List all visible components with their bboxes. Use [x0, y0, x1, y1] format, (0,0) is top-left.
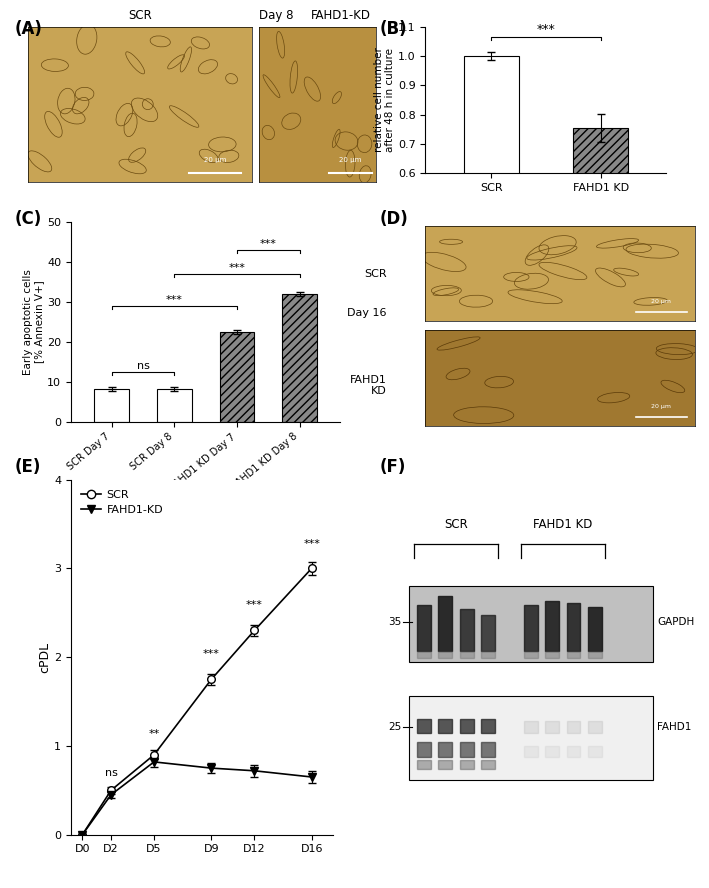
FancyBboxPatch shape: [408, 586, 653, 662]
Text: (E): (E): [14, 458, 40, 476]
Text: ***: ***: [228, 263, 245, 273]
Bar: [481, 651, 495, 657]
Bar: [94, 389, 129, 422]
Bar: [417, 651, 431, 657]
Bar: [460, 651, 474, 657]
Bar: [545, 651, 559, 657]
Text: SCR: SCR: [444, 518, 468, 531]
Bar: [438, 742, 452, 757]
Text: ns: ns: [105, 768, 118, 778]
Bar: [588, 746, 601, 757]
Bar: [566, 746, 580, 757]
Bar: [460, 742, 474, 757]
Bar: [282, 294, 317, 422]
Bar: [464, 56, 518, 349]
Text: ***: ***: [303, 539, 320, 549]
Bar: [566, 603, 580, 651]
Text: (C): (C): [14, 210, 41, 228]
Bar: [588, 721, 601, 733]
Bar: [588, 651, 601, 657]
Bar: [417, 605, 431, 651]
Text: ***: ***: [537, 23, 555, 36]
Bar: [417, 760, 431, 769]
Bar: [524, 746, 537, 757]
Text: (F): (F): [379, 458, 406, 476]
Text: 20 µm: 20 µm: [203, 157, 226, 163]
Bar: [481, 760, 495, 769]
Bar: [157, 390, 191, 422]
Text: 35: 35: [388, 616, 401, 627]
Y-axis label: cPDL: cPDL: [38, 641, 51, 673]
Bar: [220, 332, 254, 422]
Bar: [417, 718, 431, 733]
Bar: [460, 609, 474, 651]
Bar: [574, 128, 628, 349]
Bar: [481, 718, 495, 733]
Bar: [438, 760, 452, 769]
Legend: SCR, FAHD1-KD: SCR, FAHD1-KD: [77, 485, 167, 519]
Text: GAPDH: GAPDH: [657, 616, 694, 627]
Text: 20 µm: 20 µm: [340, 157, 362, 163]
Bar: [524, 605, 537, 651]
Text: ***: ***: [203, 649, 220, 659]
Text: FAHD1-KD: FAHD1-KD: [311, 9, 371, 22]
Bar: [438, 651, 452, 657]
Text: Day 16: Day 16: [347, 307, 386, 318]
Bar: [566, 651, 580, 657]
Text: ***: ***: [259, 239, 277, 249]
Text: (D): (D): [379, 210, 408, 228]
Text: ***: ***: [246, 600, 263, 610]
Bar: [438, 718, 452, 733]
Y-axis label: relative cell number
after 48 h in culture: relative cell number after 48 h in cultu…: [374, 47, 395, 153]
Bar: [545, 600, 559, 651]
Bar: [524, 651, 537, 657]
Text: FAHD1
KD: FAHD1 KD: [350, 375, 386, 396]
Text: 20 µm: 20 µm: [651, 299, 671, 305]
Text: FAHD1 KD: FAHD1 KD: [533, 518, 593, 531]
Bar: [545, 721, 559, 733]
Text: 25: 25: [388, 722, 401, 733]
Bar: [524, 721, 537, 733]
Text: Day 8: Day 8: [259, 9, 294, 22]
Text: SCR: SCR: [364, 268, 386, 279]
Text: ***: ***: [166, 295, 183, 305]
Bar: [481, 742, 495, 757]
Text: **: **: [148, 729, 160, 739]
FancyBboxPatch shape: [408, 695, 653, 780]
Bar: [481, 615, 495, 651]
Text: ns: ns: [137, 361, 150, 370]
Text: 20 µm: 20 µm: [651, 404, 671, 409]
Bar: [566, 721, 580, 733]
Text: (B): (B): [379, 20, 407, 37]
Bar: [460, 760, 474, 769]
Bar: [417, 742, 431, 757]
Text: (A): (A): [14, 20, 42, 37]
Y-axis label: Early apoptotic cells
[% Annexin V+]: Early apoptotic cells [% Annexin V+]: [23, 269, 44, 375]
Bar: [460, 718, 474, 733]
Bar: [438, 597, 452, 651]
Text: SCR: SCR: [128, 9, 152, 22]
Bar: [545, 746, 559, 757]
Text: FAHD1: FAHD1: [657, 722, 691, 733]
Bar: [588, 607, 601, 651]
